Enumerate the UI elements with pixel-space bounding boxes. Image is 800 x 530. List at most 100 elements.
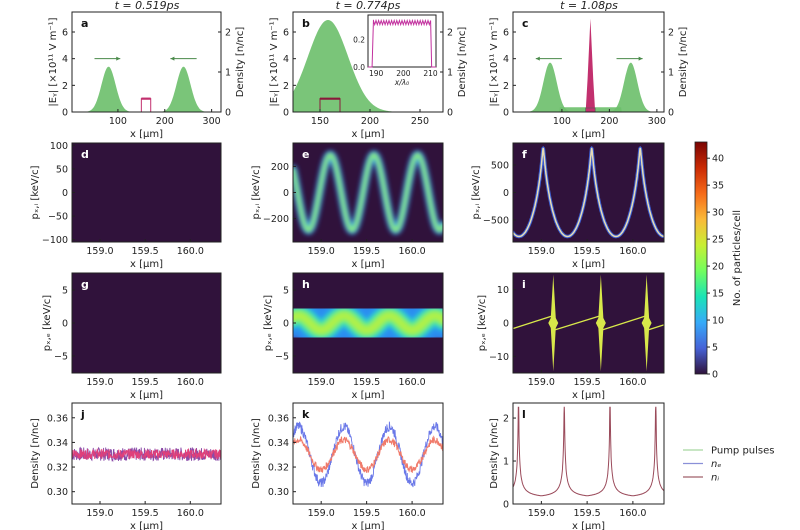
x-axis-label: x [μm] — [572, 521, 605, 530]
y-tick-label: 0 — [62, 319, 68, 330]
arrow-head-icon — [535, 56, 540, 61]
legend: Pump pulses nₑ nᵢ — [683, 446, 775, 484]
phase-space-ramp — [646, 324, 664, 331]
phase-space-spike — [548, 274, 559, 372]
y2-tick-label: 1 — [225, 68, 231, 79]
x-tick-label: 200 — [156, 116, 174, 127]
panel-letter: f — [522, 148, 527, 161]
y2-tick-label: 2 — [668, 28, 674, 39]
panel-letter: c — [522, 17, 529, 30]
plot-area — [513, 273, 664, 373]
y2-tick-label: 2 — [225, 28, 231, 39]
colorbar-tick-label: 15 — [712, 289, 724, 300]
y2-axis-label: Density [n/nc] — [678, 27, 689, 98]
colorbar: 0 5 10 15 20 25 30 35 40 No. of particles/cell — [694, 141, 743, 381]
phase-space-band — [293, 150, 443, 235]
pump-pulse-area — [513, 62, 664, 112]
y-tick-label: −500 — [483, 216, 509, 227]
inset-x-tick-label: 190 — [369, 69, 384, 78]
target-density-box — [140, 98, 152, 112]
y-tick-label: 0.36 — [47, 413, 68, 424]
density-line — [293, 435, 443, 474]
title-panel-b: t = 0.774ps — [336, 0, 401, 12]
pump-pulse-area — [513, 62, 664, 112]
y-tick-label: 4 — [62, 54, 68, 65]
legend-label: nₑ — [711, 459, 722, 470]
phase-space-curve — [513, 147, 664, 238]
x-axis-label: x [μm] — [130, 390, 163, 401]
y2-tick-label: 0 — [225, 108, 231, 119]
x-axis-label: x [μm] — [351, 129, 384, 140]
x-tick-label: 159.0 — [528, 246, 555, 257]
x-tick-label: 160.0 — [619, 246, 646, 257]
phase-space-ramp — [600, 315, 647, 331]
phase-space-ramp — [513, 315, 554, 330]
density-layer — [293, 311, 443, 335]
title-panel-a: t = 0.519ps — [115, 0, 180, 12]
x-tick-label: 160.0 — [398, 246, 425, 257]
panel-i: 159.0 159.5 160.0 −10 0 10 x [μm] pₓ,ₑ [keV/c] i — [477, 272, 665, 401]
phase-space-spike — [595, 274, 606, 372]
x-tick-label: 159.5 — [132, 246, 159, 257]
colorbar-label: No. of particles/cell — [732, 210, 743, 306]
y-tick-label: 100 — [50, 141, 68, 152]
colorbar-tick-label: 30 — [712, 208, 724, 219]
plot-area — [513, 406, 664, 497]
arrow-head-icon — [638, 56, 643, 61]
colorbar-gradient — [694, 141, 708, 375]
inset-x-axis-label: x/λ₀ — [394, 78, 409, 87]
y-tick-label: 0 — [503, 500, 509, 511]
y-tick-label: 500 — [491, 161, 509, 172]
y2-tick-label: 0 — [447, 108, 453, 119]
legend-item: nₑ — [683, 459, 722, 470]
panel-letter: d — [81, 148, 89, 161]
y-axis-label: Density [n/nc] — [251, 418, 262, 489]
title-panel-c: t = 1.08ps — [560, 0, 618, 12]
y-tick-label: 0.36 — [268, 413, 289, 424]
x-tick-label: 159.0 — [528, 508, 555, 519]
plot-frame — [292, 11, 444, 113]
y-tick-label: −10 — [489, 352, 509, 363]
x-tick-label: 160.0 — [398, 508, 425, 519]
x-tick-label: 160.0 — [177, 377, 204, 388]
y2-tick-label: 0 — [668, 108, 674, 119]
y-tick-label: 0 — [283, 319, 289, 330]
y2-axis-label: Density [n/nc] — [235, 27, 246, 98]
legend-label: Pump pulses — [711, 446, 775, 457]
y-tick-label: −100 — [42, 235, 68, 246]
y-tick-label: 6 — [283, 28, 289, 39]
panel-letter: h — [302, 278, 310, 291]
x-tick-label: 160.0 — [398, 377, 425, 388]
panel-h: 159.0 159.5 160.0 −5 0 5 x [μm] pₓ,ₑ [keV/c] h — [263, 272, 444, 401]
colorbar-tick-label: 0 — [712, 370, 718, 381]
y-tick-label: 6 — [62, 28, 68, 39]
x-axis-label: x [μm] — [130, 129, 163, 140]
plot-area — [293, 143, 443, 242]
x-tick-label: 200 — [361, 116, 379, 127]
panel-letter: e — [302, 148, 309, 161]
x-axis-label: x [μm] — [351, 259, 384, 270]
y-tick-label: 0.34 — [268, 438, 289, 449]
plot-area — [72, 273, 221, 373]
x-tick-label: 160.0 — [177, 246, 204, 257]
y-tick-label: 0 — [283, 108, 289, 119]
x-tick-label: 300 — [648, 116, 666, 127]
x-tick-label: 159.5 — [132, 377, 159, 388]
y-tick-label: 50 — [56, 164, 68, 175]
y-tick-label: −200 — [263, 214, 289, 225]
x-tick-label: 159.0 — [86, 508, 113, 519]
y-tick-label: 2 — [503, 414, 509, 425]
plot-area — [293, 273, 443, 373]
x-tick-label: 160.0 — [619, 508, 646, 519]
plot-area — [513, 143, 664, 242]
plot-area — [513, 18, 664, 112]
plot-frame — [71, 402, 222, 505]
plot-frame — [71, 11, 222, 113]
panel-letter: l — [522, 408, 526, 421]
density-line — [293, 421, 443, 488]
y-axis-label: pₓ,ₑ [keV/c] — [263, 295, 274, 352]
y-tick-label: 5 — [283, 286, 289, 297]
y-tick-label: −5 — [54, 351, 68, 362]
